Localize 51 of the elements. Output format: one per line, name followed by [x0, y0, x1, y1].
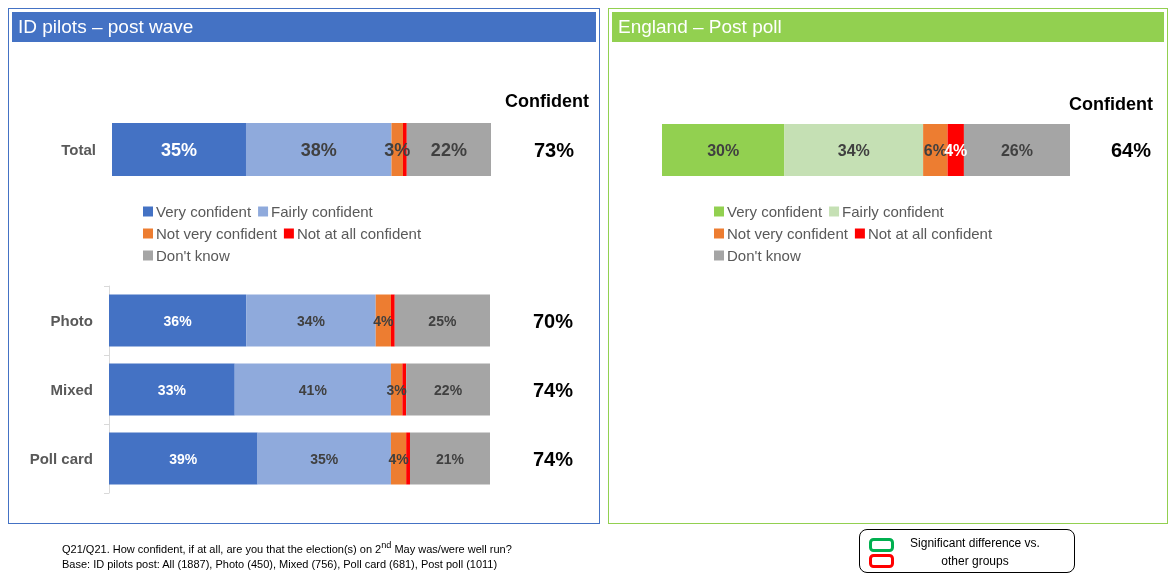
text: 64% [1110, 139, 1152, 161]
text: Q21/Q21. How confident, if at all, are you that the election(s) on 2$^{nd}$ May was/were well run? [62, 539, 512, 557]
data-label: 22% [430, 139, 467, 160]
text: 74% [532, 378, 574, 401]
y-tick-label: Poll card [29, 450, 93, 467]
text: 70% [532, 309, 574, 332]
bar [662, 124, 785, 176]
text: Confident [505, 91, 589, 111]
data-label: 35% [310, 450, 339, 467]
legend-label: Very confident [156, 203, 252, 220]
bar [409, 432, 490, 485]
bar [394, 294, 490, 347]
data-label: 36% [163, 312, 193, 329]
legend-label: Don't know [727, 247, 801, 264]
data-label: 21% [435, 450, 465, 467]
data-label: 33% [157, 381, 187, 398]
bar [406, 363, 490, 416]
data-label: 41% [298, 381, 328, 398]
data-label: 25% [428, 312, 457, 329]
chart-title: ID pilots – post wave [12, 12, 596, 42]
legend-label: Very confident [727, 203, 823, 220]
bar [112, 123, 246, 176]
y-tick-label: Mixed [50, 381, 93, 398]
bar [109, 363, 235, 416]
text: Significant difference vs. other groups [909, 535, 1041, 570]
data-label: 34% [296, 312, 326, 329]
data-label: 22% [434, 381, 463, 398]
data-label: 30% [707, 141, 740, 159]
y-tick-label: Photo [50, 312, 93, 329]
text: 73% [533, 138, 575, 161]
data-label: 39% [169, 450, 198, 467]
bar [109, 294, 247, 347]
y-tick-label: Total [61, 141, 96, 158]
legend-label: Fairly confident [842, 203, 945, 220]
data-label: 26% [1000, 141, 1033, 159]
legend-label: Not very confident [727, 225, 849, 242]
data-label: 38% [300, 139, 337, 160]
legend-label: Not at all confident [867, 225, 993, 242]
bar [784, 124, 924, 176]
bar [109, 432, 258, 485]
legend-label: Not very confident [156, 225, 278, 242]
chart-title: England – Post poll [612, 12, 1164, 42]
data-label: 3% [384, 139, 411, 160]
legend-label: Don't know [156, 247, 230, 264]
text: Base: ID pilots post: All (1887), Photo (450), Mixed (756), Poll card (681), Post poll (1011) [62, 556, 499, 572]
annotation: Confident [1069, 94, 1153, 114]
data-label: 34% [837, 141, 870, 159]
text: 74% [532, 447, 574, 470]
data-label: 35% [160, 139, 198, 160]
legend-label: Fairly confident [271, 203, 374, 220]
legend-label: Not at all confident [296, 225, 422, 242]
